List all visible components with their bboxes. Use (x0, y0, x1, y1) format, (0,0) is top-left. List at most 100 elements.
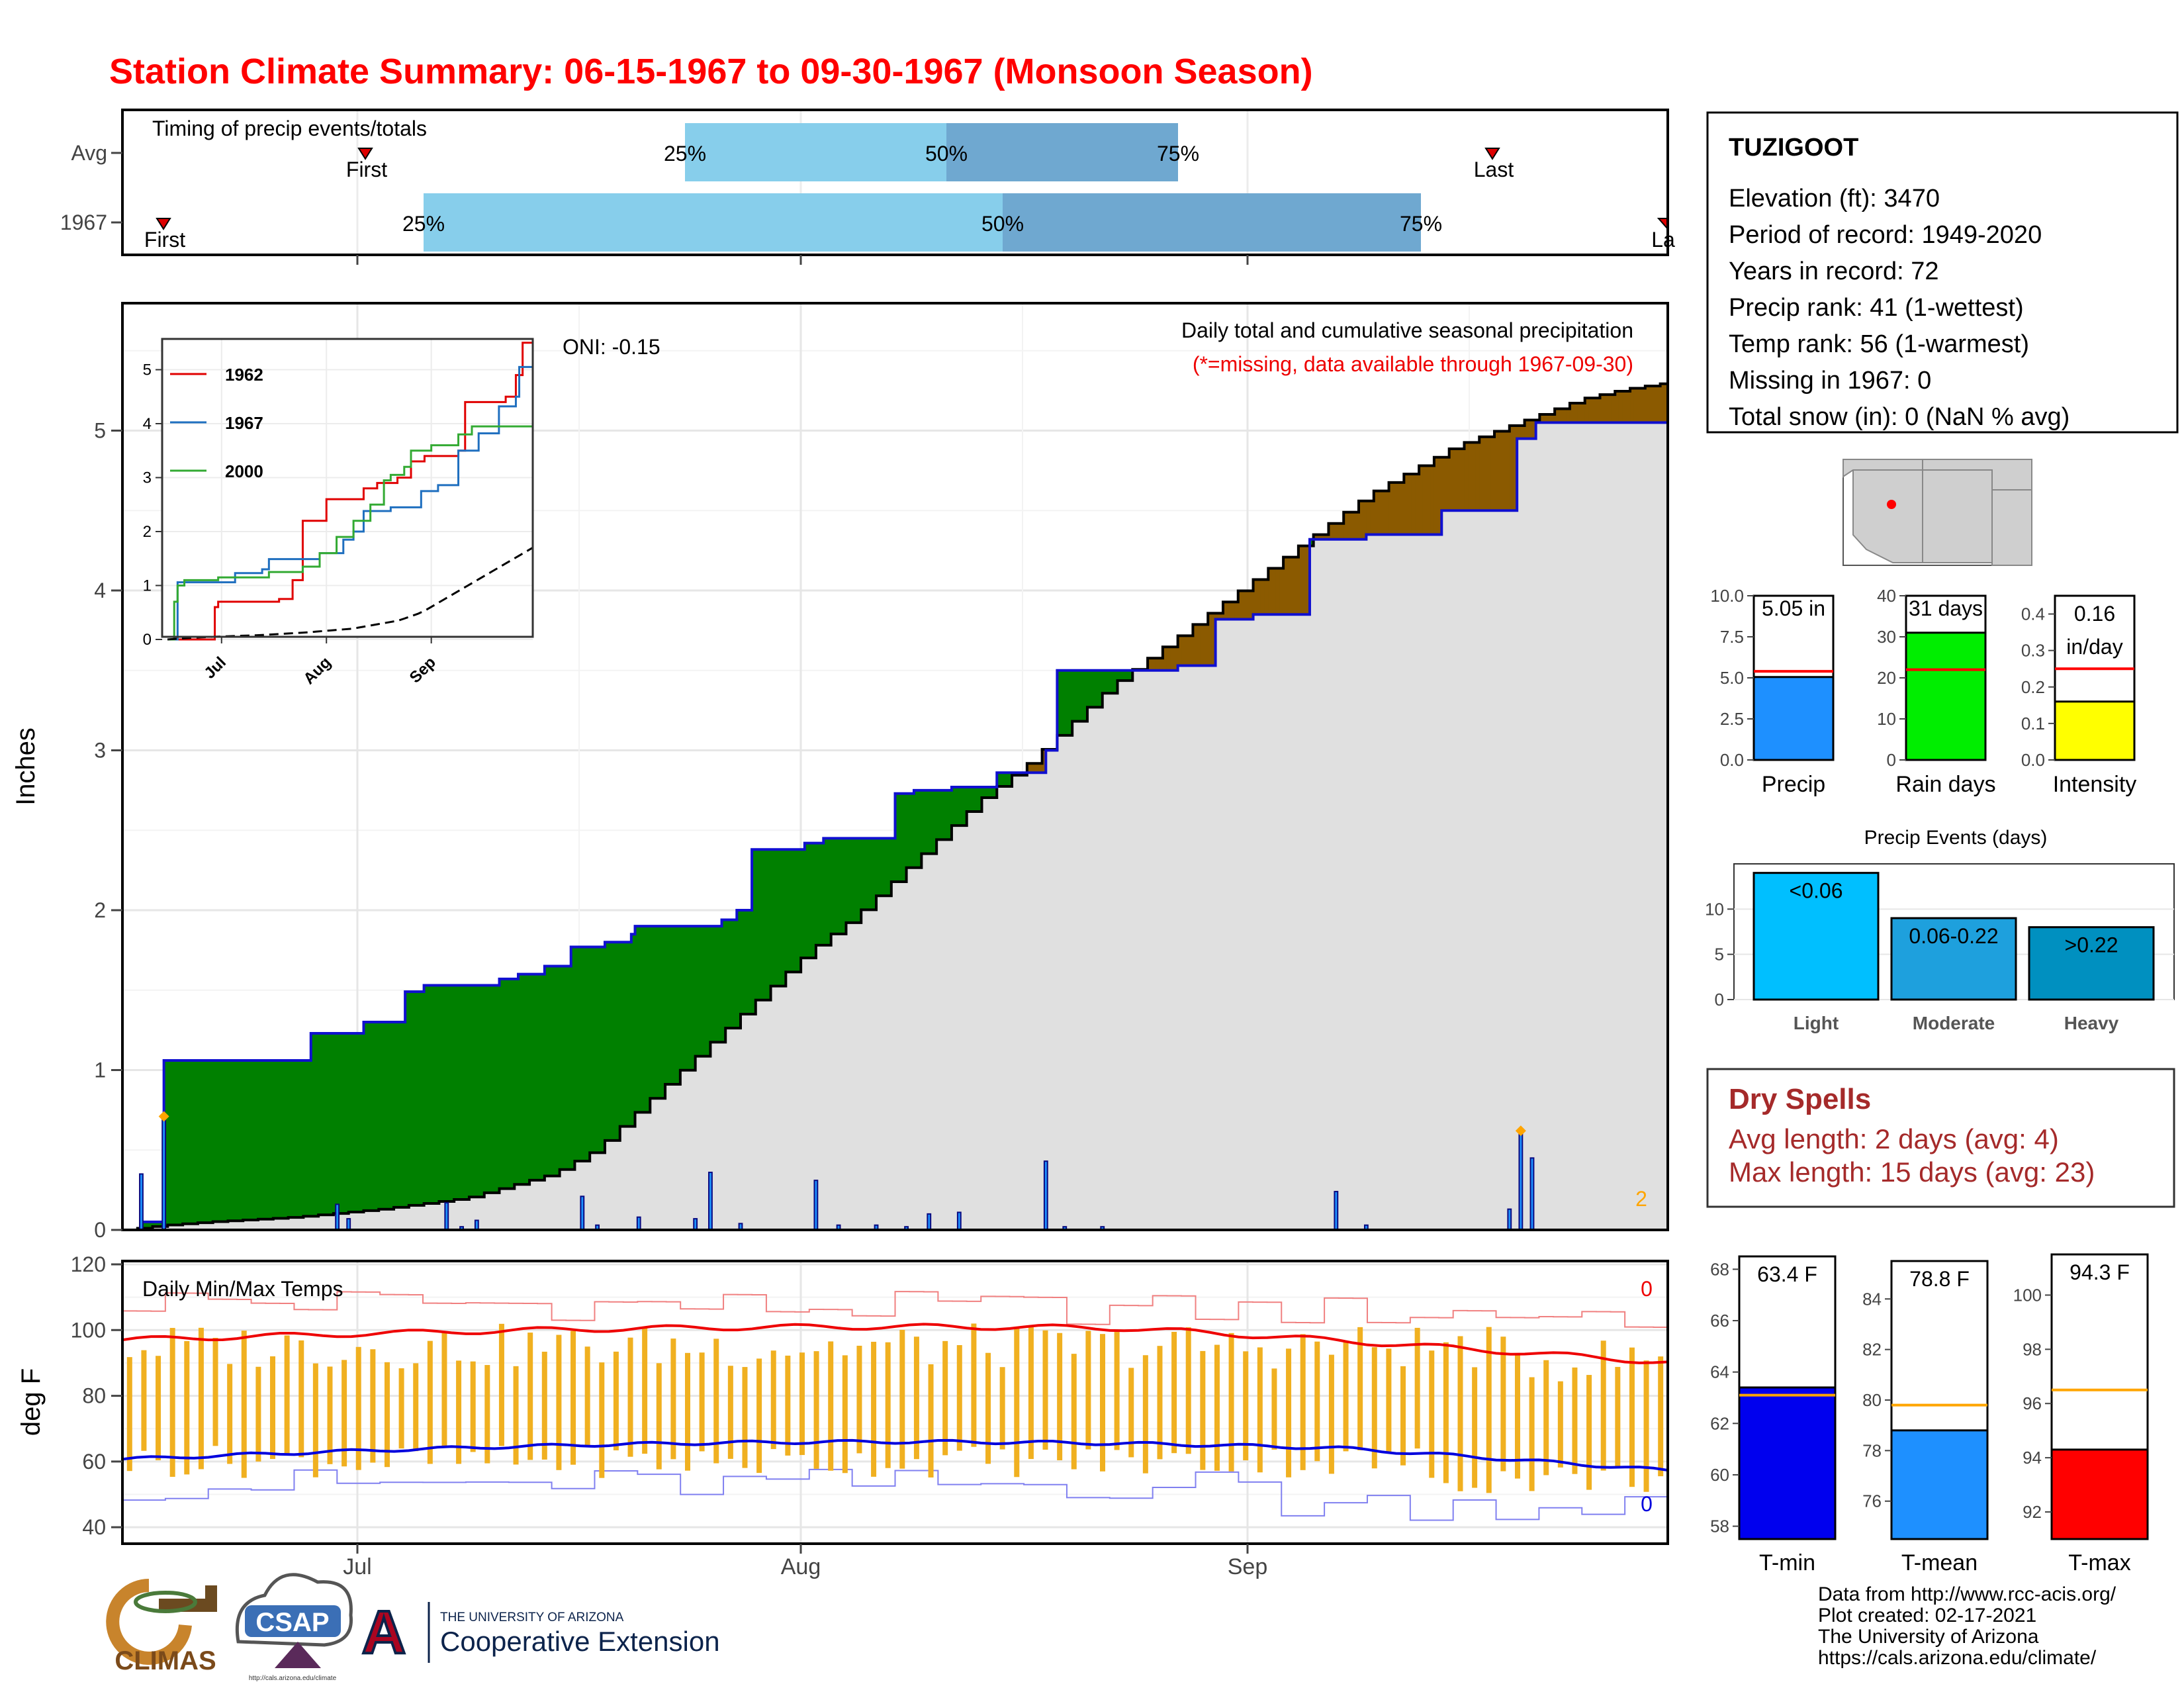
deficit-fill (1253, 579, 1257, 615)
surplus-fill (921, 790, 926, 854)
deficit-fill (1324, 534, 1330, 539)
deficit-fill (1388, 482, 1393, 535)
temp-summary-tick-label: 64 (1710, 1362, 1729, 1382)
timing-row-label-year: 1967 (60, 211, 107, 234)
station-elevation: Elevation (ft): 3470 (1729, 185, 1940, 212)
summary-tick-label: 0.3 (2021, 641, 2045, 661)
daily-temp-bar (999, 1367, 1005, 1450)
daily-temp-bar (656, 1363, 662, 1470)
temp-summary-label: T-max (2068, 1550, 2130, 1575)
inset-y-tick-label: 3 (143, 469, 152, 487)
yr-first-marker (156, 218, 171, 230)
oni-label: ONI: -0.15 (563, 335, 660, 359)
temp-summary-tick-label: 60 (1710, 1465, 1729, 1485)
inset-y-tick-label: 5 (143, 361, 152, 379)
surplus-fill (246, 1060, 251, 1220)
summary-bar (1752, 676, 1835, 761)
deficit-fill (1419, 465, 1424, 535)
temp-panel-frame (121, 1260, 1669, 1545)
deficit-fill (1287, 557, 1292, 615)
daily-temp-bar (1071, 1354, 1077, 1470)
deficit-fill (1415, 474, 1420, 535)
surplus-fill (390, 1022, 394, 1209)
daily-temp-bar (398, 1368, 404, 1449)
surplus-fill (963, 787, 968, 826)
daily-temp-bar (384, 1362, 390, 1468)
surplus-fill (183, 1060, 187, 1224)
surplus-fill (933, 790, 937, 854)
summary-value-label: 5.05 in (1762, 596, 1825, 620)
deficit-fill (1468, 442, 1473, 511)
surplus-fill (710, 926, 715, 1043)
deficit-fill (1313, 534, 1318, 539)
dry-spells-box: Dry Spells Avg length: 2 days (avg: 4) M… (1706, 1068, 2175, 1208)
daily-temp-bar (198, 1327, 204, 1470)
deficit-fill (1148, 658, 1152, 671)
daily-temp-bar (871, 1341, 877, 1477)
surplus-fill (330, 1033, 334, 1215)
daily-temp-bar (1429, 1350, 1435, 1478)
surplus-fill (454, 985, 459, 1200)
daily-temp-bar (1171, 1331, 1177, 1454)
daily-temp-bar (1257, 1347, 1263, 1473)
deficit-fill (1520, 425, 1525, 439)
surplus-fill (1091, 670, 1095, 708)
surplus-fill (725, 919, 730, 1029)
surplus-fill (428, 985, 432, 1203)
surplus-fill (815, 843, 821, 945)
inset-gridlines (162, 339, 533, 640)
surplus-fill (314, 1033, 319, 1217)
surplus-fill (857, 838, 862, 923)
inset-legend: 1962 1967 2000 (170, 365, 263, 481)
surplus-fill (356, 1033, 361, 1213)
surplus-fill (913, 790, 919, 868)
deficit-fill (1645, 386, 1650, 423)
daily-temp-bar (441, 1333, 447, 1447)
surplus-fill (473, 985, 477, 1197)
surplus-fill (612, 942, 617, 1141)
surplus-fill (552, 966, 557, 1176)
yr-first-label: First (144, 228, 185, 252)
deficit-fill (1524, 420, 1529, 439)
surplus-fill (359, 1033, 365, 1213)
inset-frame (161, 338, 534, 638)
surplus-fill (499, 978, 504, 1189)
avg-last-label: Last (1474, 158, 1514, 181)
daily-precip-bar (708, 1172, 713, 1230)
precip-ylabel: Inches (11, 727, 40, 806)
daily-temp-bar (1286, 1348, 1292, 1477)
yr-q50-label: 50% (981, 212, 1024, 236)
daily-precip-bar (1363, 1224, 1369, 1230)
surplus-fill (714, 926, 719, 1043)
surplus-fill (951, 787, 956, 826)
deficit-fill (1573, 403, 1578, 423)
surplus-fill (604, 942, 610, 1141)
x-tick-label: Aug (781, 1554, 821, 1579)
deficit-fill (1506, 431, 1510, 511)
daily-precip-bar (346, 1218, 351, 1230)
y-tick-label: 3 (94, 739, 106, 763)
timing-panel: Timing of precip events/totals 25% 50% 7… (60, 109, 1675, 265)
events-tick-label: 5 (1715, 945, 1724, 964)
surplus-fill (352, 1033, 357, 1213)
surplus-fill (510, 978, 515, 1189)
event-range-label: >0.22 (2065, 933, 2118, 957)
surplus-fill (899, 793, 903, 882)
daily-precip-bar (459, 1226, 464, 1230)
y-tick-label: 1 (94, 1058, 106, 1082)
surplus-fill (578, 947, 583, 1162)
deficit-fill (1453, 449, 1457, 511)
surplus-fill (492, 985, 496, 1193)
daily-precip-bar (1529, 1157, 1535, 1230)
surplus-fill (224, 1060, 229, 1222)
deficit-fill (1222, 602, 1228, 620)
event-range-label: 0.06-0.22 (1909, 924, 1998, 948)
surplus-fill (631, 934, 636, 1127)
daily-temp-bar (1615, 1366, 1621, 1467)
surplus-fill (348, 1033, 353, 1213)
surplus-fill (277, 1060, 281, 1219)
daily-temp-bar (1500, 1336, 1506, 1472)
surplus-fill (281, 1060, 285, 1219)
deficit-fill (1377, 491, 1382, 535)
deficit-fill (1362, 500, 1367, 539)
